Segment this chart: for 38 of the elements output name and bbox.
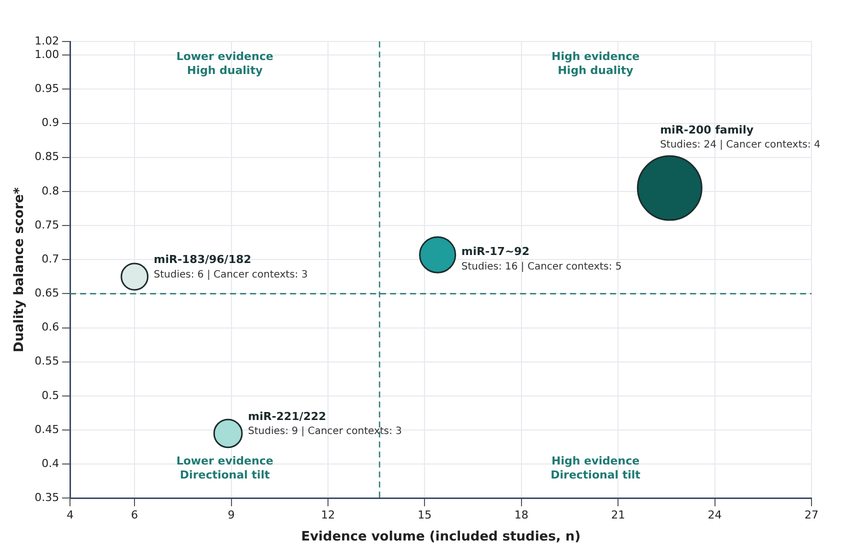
- annotation: Studies: 6 | Cancer contexts: 3: [154, 269, 308, 280]
- x-tick-label: 27: [804, 508, 818, 522]
- x-tick-label: 15: [418, 508, 432, 522]
- annotation: Studies: 16 | Cancer contexts: 5: [461, 261, 622, 272]
- series-label: miR-183/96/182: [154, 253, 252, 266]
- x-tick-label: 9: [228, 508, 235, 522]
- y-tick-label: 0.55: [34, 354, 60, 368]
- x-axis-title: Evidence volume (included studies, n): [301, 530, 581, 545]
- y-tick-label: 0.75: [34, 218, 60, 232]
- y-tick-label: 0.4: [42, 456, 60, 470]
- x-tick-label: 6: [131, 508, 138, 522]
- y-tick-label: 0.45: [34, 422, 60, 436]
- y-tick-label: 0.95: [34, 82, 60, 96]
- annotation: High evidence Directional tilt: [550, 454, 640, 482]
- annotation: Studies: 9 | Cancer contexts: 3: [248, 426, 402, 438]
- y-tick-label: 1.00: [34, 48, 60, 61]
- y-tick-label: 0.35: [34, 491, 60, 504]
- annotation: High evidence High duality: [551, 50, 640, 77]
- annotation: Lower evidence Directional tilt: [176, 454, 274, 482]
- series-label: miR-200 family: [660, 123, 754, 136]
- y-tick-label: 0.5: [42, 388, 60, 402]
- y-tick-label: 0.6: [42, 320, 60, 334]
- series-label: miR-17~92: [461, 245, 530, 258]
- y-tick-label: 0.65: [34, 286, 60, 300]
- x-tick-label: 21: [611, 508, 626, 522]
- y-tick-label: 0.9: [42, 116, 60, 130]
- x-tick-label: 12: [320, 508, 335, 522]
- x-tick-label: 18: [514, 508, 528, 522]
- annotation: Studies: 24 | Cancer contexts: 4: [660, 140, 820, 151]
- y-tick-label: 0.7: [42, 252, 60, 266]
- y-tick-label: 0.8: [42, 184, 60, 198]
- annotation: Lower evidence High duality: [176, 50, 274, 77]
- y-tick-label: 1.02: [34, 34, 60, 48]
- x-tick-label: 4: [66, 508, 74, 522]
- y-axis-title: Duality balance score*: [12, 187, 28, 352]
- x-tick-label: 24: [708, 508, 722, 522]
- series-label: miR-221/222: [248, 410, 326, 423]
- y-tick-label: 0.85: [34, 150, 60, 164]
